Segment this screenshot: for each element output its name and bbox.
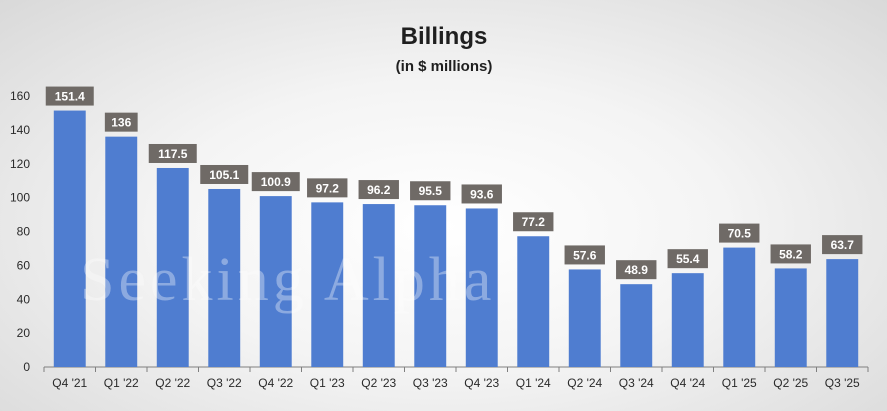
data-label-box: [410, 181, 451, 201]
data-label-box: [251, 172, 300, 192]
bar: [826, 259, 859, 367]
bar: [311, 202, 344, 367]
data-label-box: [307, 178, 348, 198]
data-label: 97.2: [316, 181, 340, 195]
data-label-box: [770, 244, 811, 264]
y-tick-label: 40: [17, 292, 31, 306]
data-label-box: [564, 245, 605, 265]
x-tick-label: Q3 '25: [825, 376, 860, 390]
data-label-box: [513, 212, 554, 232]
y-tick-label: 120: [10, 157, 30, 171]
data-label: 95.5: [419, 184, 443, 198]
data-label: 136: [111, 116, 131, 130]
data-label-box: [822, 235, 863, 255]
x-tick-label: Q3 '22: [207, 376, 242, 390]
data-label-box: [616, 260, 657, 280]
data-label: 70.5: [728, 227, 752, 241]
data-label: 55.4: [676, 252, 700, 266]
bar: [105, 136, 138, 367]
data-label-box: [461, 184, 502, 204]
y-tick-label: 100: [10, 191, 30, 205]
data-label-box: [358, 180, 399, 200]
x-tick-label: Q1 '24: [516, 376, 551, 390]
x-tick-label: Q2 '23: [361, 376, 396, 390]
data-label-box: [200, 164, 249, 184]
bar: [517, 236, 550, 367]
bar: [53, 110, 86, 367]
x-tick-label: Q1 '23: [310, 376, 345, 390]
data-label: 57.6: [573, 248, 597, 262]
x-tick-label: Q4 '21: [52, 376, 87, 390]
data-label: 77.2: [522, 215, 546, 229]
bar: [671, 273, 704, 367]
x-tick-label: Q3 '23: [413, 376, 448, 390]
y-tick-label: 140: [10, 123, 30, 137]
data-label: 151.4: [55, 90, 85, 104]
bar: [774, 268, 807, 367]
x-tick-label: Q4 '22: [258, 376, 293, 390]
data-label-box: [719, 223, 760, 243]
data-label: 105.1: [209, 168, 239, 182]
data-label-box: [45, 86, 94, 106]
bar: [568, 269, 601, 367]
data-label-box: [104, 112, 138, 132]
x-tick-label: Q2 '25: [773, 376, 808, 390]
data-label: 48.9: [625, 263, 649, 277]
x-tick-label: Q2 '24: [567, 376, 602, 390]
data-label: 96.2: [367, 183, 391, 197]
x-tick-label: Q3 '24: [619, 376, 654, 390]
y-tick-label: 60: [17, 258, 31, 272]
y-tick-label: 160: [10, 89, 30, 103]
bar: [259, 196, 292, 367]
data-labels-group: 151.4 136 117.5 105.1 100.9 97.2 96.2 95.5 93.6 7…: [45, 86, 863, 280]
y-tick-label: 0: [23, 360, 30, 374]
x-tick-label: Q4 '23: [464, 376, 499, 390]
data-label-box: [148, 143, 197, 163]
bar: [620, 284, 653, 367]
data-label: 100.9: [261, 175, 291, 189]
x-tick-label: Q1 '25: [722, 376, 757, 390]
x-tick-label: Q4 '24: [670, 376, 705, 390]
bar: [156, 167, 189, 367]
y-tick-label: 80: [17, 225, 31, 239]
bar: [723, 247, 756, 367]
bar: [465, 208, 498, 367]
x-tick-label: Q2 '22: [155, 376, 190, 390]
data-label: 93.6: [470, 187, 494, 201]
bar: [208, 188, 241, 367]
x-tick-label: Q1 '22: [104, 376, 139, 390]
data-label: 63.7: [831, 238, 855, 252]
chart-subtitle: (in $ millions): [396, 58, 493, 75]
watermark-text: Seeking Alpha: [80, 246, 495, 314]
data-label: 58.2: [779, 247, 803, 261]
y-tick-label: 20: [17, 326, 31, 340]
chart-title: Billings: [401, 23, 488, 50]
data-label: 117.5: [158, 147, 188, 161]
bars-group: [53, 110, 859, 367]
bar: [414, 205, 447, 367]
bar: [362, 204, 395, 367]
data-label-box: [667, 249, 708, 269]
